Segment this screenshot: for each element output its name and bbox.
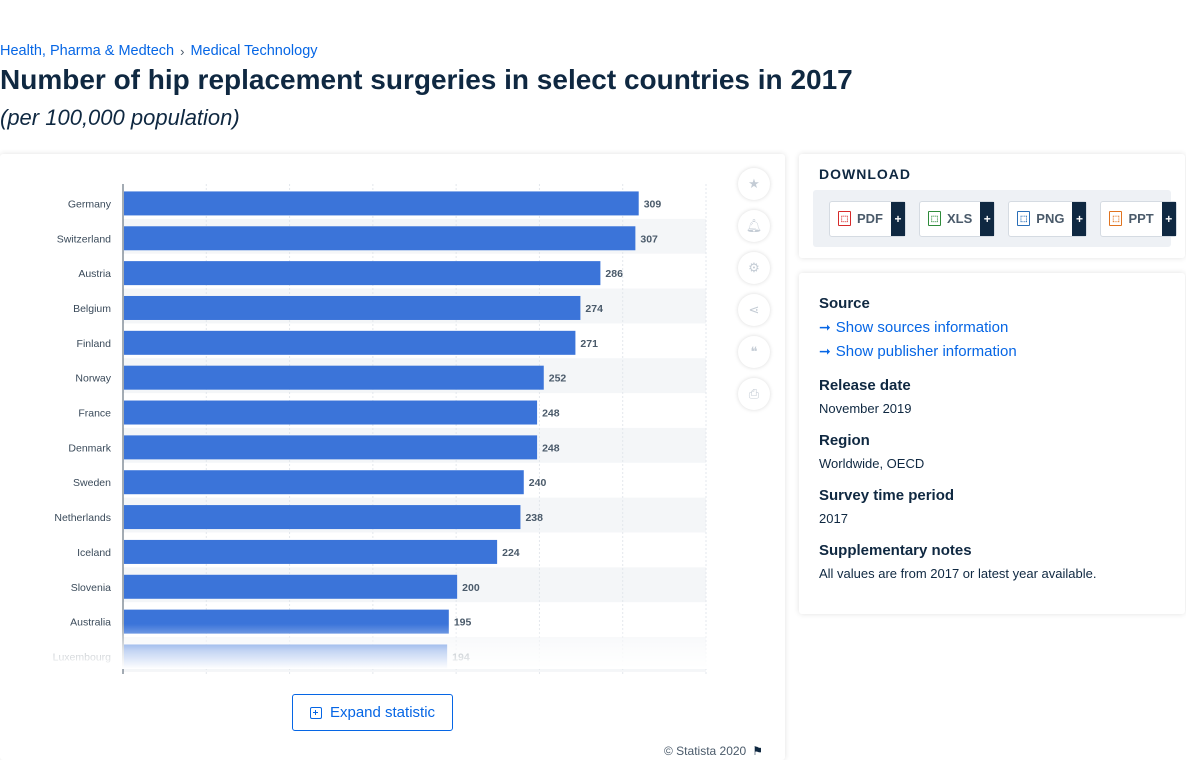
- quote-icon[interactable]: ❝: [738, 336, 770, 368]
- bar-australia: [124, 609, 449, 634]
- value-label: 240: [529, 477, 547, 489]
- plus-icon: +: [1072, 201, 1087, 236]
- breadcrumb-separator: ›: [180, 43, 185, 59]
- gear-icon[interactable]: ⚙: [738, 252, 770, 284]
- pdf-icon: ⬚: [838, 211, 851, 226]
- expand-statistic-label: Expand statistic: [329, 704, 436, 721]
- download-png-button[interactable]: ⬚ PNG +: [1008, 200, 1088, 237]
- category-label: Sweden: [73, 477, 111, 489]
- bar-slovenia: [124, 574, 458, 599]
- info-panel: Source ➞ Show sources information ➞ Show…: [799, 273, 1185, 614]
- bar-austria: [124, 261, 601, 286]
- category-label: Finland: [77, 338, 112, 350]
- bar-denmark: [124, 435, 538, 460]
- region-heading: Region: [819, 432, 870, 449]
- value-label: 286: [605, 268, 623, 280]
- category-label: Belgium: [73, 303, 111, 315]
- page-subtitle: (per 100,000 population): [0, 105, 240, 130]
- value-label: 309: [644, 198, 662, 210]
- bell-icon[interactable]: 🔔︎: [738, 210, 770, 242]
- category-label: Austria: [78, 268, 111, 280]
- release-date-heading: Release date: [819, 377, 911, 394]
- value-label: 271: [580, 338, 598, 350]
- plus-icon: +: [980, 201, 995, 236]
- breadcrumb-link-medtech[interactable]: Medical Technology: [190, 43, 318, 59]
- chart-toolbar: ★ 🔔︎ ⚙ ⋖ ❝ ⎙: [738, 168, 770, 410]
- bar-chart: Germany 309 Switzerland 307 Austria 286 Belgiu…: [53, 184, 707, 674]
- category-label: Iceland: [77, 547, 111, 559]
- chart-panel: Germany 309 Switzerland 307 Austria 286 Belgiu…: [0, 154, 785, 760]
- show-publisher-label: Show publisher information: [835, 343, 1017, 360]
- page-title: Number of hip replacement surgeries in s…: [0, 64, 853, 95]
- value-label: 252: [549, 373, 567, 385]
- expand-icon: [309, 706, 322, 719]
- bar-switzerland: [124, 226, 636, 251]
- ppt-icon: ⬚: [1109, 211, 1123, 226]
- flag-icon[interactable]: ⚑: [752, 744, 763, 758]
- show-sources-label: Show sources information: [835, 319, 1009, 336]
- survey-period-heading: Survey time period: [819, 487, 955, 504]
- survey-period-value: 2017: [819, 511, 848, 526]
- share-icon[interactable]: ⋖: [738, 294, 770, 326]
- bar-netherlands: [124, 505, 521, 530]
- bar-finland: [124, 330, 576, 355]
- download-ppt-button[interactable]: ⬚ PPT +: [1100, 200, 1177, 237]
- category-label: France: [78, 408, 111, 420]
- bar-luxembourg: [124, 644, 448, 669]
- show-publisher-link[interactable]: ➞ Show publisher information: [819, 343, 1017, 360]
- download-title: DOWNLOAD: [819, 166, 911, 182]
- value-label: 224: [502, 547, 520, 559]
- bar-norway: [124, 365, 544, 390]
- copyright: © Statista 2020 ⚑: [664, 744, 763, 758]
- star-icon[interactable]: ★: [738, 168, 770, 200]
- png-icon: ⬚: [1017, 211, 1031, 226]
- arrow-right-icon: ➞: [819, 343, 831, 359]
- plus-icon: +: [891, 201, 905, 236]
- copyright-text: © Statista 2020: [664, 744, 747, 758]
- category-label: Netherlands: [54, 512, 111, 524]
- value-label: 200: [462, 582, 480, 594]
- category-label: Switzerland: [57, 233, 111, 245]
- print-icon[interactable]: ⎙: [738, 378, 770, 410]
- source-heading: Source: [819, 295, 870, 312]
- value-label: 238: [525, 512, 543, 524]
- plus-icon: +: [1161, 201, 1176, 236]
- category-label: Norway: [75, 373, 111, 385]
- value-label: 248: [542, 408, 560, 420]
- category-label: Denmark: [68, 442, 111, 454]
- value-label: 274: [585, 303, 603, 315]
- bar-iceland: [124, 539, 498, 564]
- category-label: Luxembourg: [53, 651, 112, 663]
- show-sources-link[interactable]: ➞ Show sources information: [819, 319, 1008, 336]
- breadcrumb-link-health[interactable]: Health, Pharma & Medtech: [0, 43, 175, 59]
- value-label: 194: [452, 651, 470, 663]
- bar-france: [124, 400, 538, 425]
- value-label: 195: [454, 617, 472, 629]
- value-label: 248: [542, 442, 560, 454]
- download-png-label: PNG: [1036, 211, 1065, 226]
- expand-statistic-button[interactable]: Expand statistic: [292, 694, 453, 731]
- bar-belgium: [124, 295, 581, 320]
- bar-sweden: [124, 470, 524, 495]
- download-ppt-label: PPT: [1128, 211, 1154, 226]
- category-label: Germany: [68, 198, 112, 210]
- supplementary-notes-heading: Supplementary notes: [819, 542, 972, 559]
- download-panel: DOWNLOAD ⬚ PDF + ⬚ XLS + ⬚ PNG + ⬚ PPT +: [799, 154, 1185, 258]
- bar-germany: [124, 191, 639, 216]
- arrow-right-icon: ➞: [819, 319, 831, 335]
- category-label: Slovenia: [71, 582, 111, 594]
- region-value: Worldwide, OECD: [819, 456, 925, 471]
- download-pdf-label: PDF: [857, 211, 883, 226]
- download-xls-button[interactable]: ⬚ XLS +: [919, 200, 996, 237]
- release-date-value: November 2019: [819, 401, 912, 416]
- value-label: 307: [640, 233, 658, 245]
- download-bar: ⬚ PDF + ⬚ XLS + ⬚ PNG + ⬚ PPT +: [813, 190, 1177, 247]
- category-label: Australia: [70, 617, 111, 629]
- breadcrumb: Health, Pharma & Medtech › Medical Techn…: [0, 43, 318, 59]
- download-xls-label: XLS: [947, 211, 973, 226]
- supplementary-notes-value: All values are from 2017 or latest year …: [819, 566, 1097, 581]
- xls-icon: ⬚: [928, 211, 941, 226]
- download-pdf-button[interactable]: ⬚ PDF +: [829, 200, 906, 237]
